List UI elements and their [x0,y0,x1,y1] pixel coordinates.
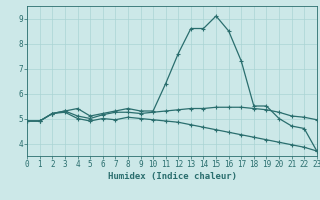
X-axis label: Humidex (Indice chaleur): Humidex (Indice chaleur) [108,172,236,181]
